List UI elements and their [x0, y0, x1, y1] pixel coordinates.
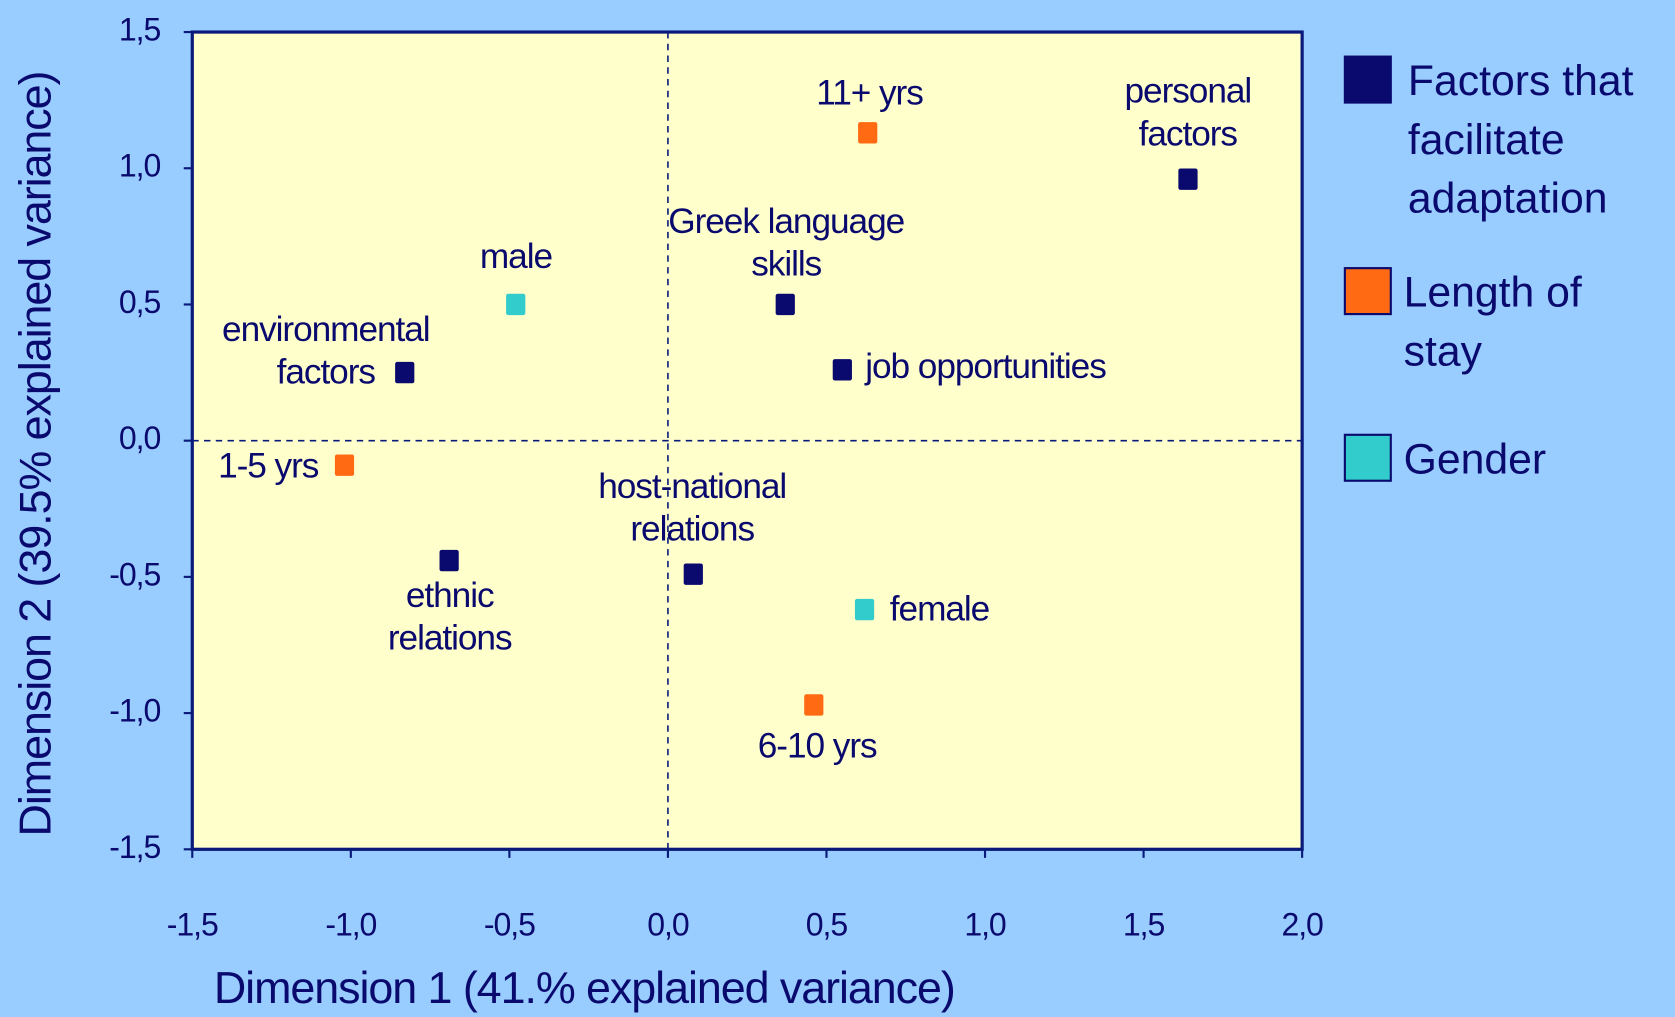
point-label: personal factors [1124, 70, 1252, 153]
point-label: host-national relations [598, 465, 787, 549]
x-axis-title: Dimension 1 (41.% explained variance) [214, 962, 955, 1013]
x-tick-label: -1,0 [325, 907, 376, 943]
marker [395, 361, 415, 384]
y-tick-label: -1,0 [109, 693, 160, 729]
point-label: ethnic relations [387, 574, 513, 658]
plot-border [190, 30, 1304, 851]
x-tick-label: 0,5 [806, 907, 848, 943]
point-label: Greek language skills [668, 200, 905, 284]
marker [506, 293, 526, 316]
x-tick-label: 2,0 [1281, 907, 1323, 943]
x-tick-label: -0,5 [484, 907, 535, 943]
point-label: female [889, 588, 990, 629]
point-label: 11+ yrs [816, 72, 924, 113]
marker [854, 598, 875, 621]
marker [439, 549, 459, 572]
y-axis-title: Dimension 2 (39.5% explained variance) [9, 72, 60, 837]
x-tick-label: 1,5 [1123, 907, 1165, 943]
legend-swatch [1343, 433, 1392, 482]
point-label: job opportunities [865, 346, 1107, 386]
legend-swatch [1343, 267, 1392, 316]
point-label: environmental factors [222, 308, 431, 391]
legend-label: Gender [1403, 435, 1547, 483]
y-tick-label: 0,5 [119, 284, 161, 320]
point-label: 6-10 yrs [757, 725, 878, 765]
y-tick-label: 0,0 [119, 420, 161, 456]
y-tick-label: 1,0 [119, 148, 161, 184]
x-tick-label: -1,5 [167, 907, 218, 943]
y-tick-label: -0,5 [109, 556, 160, 592]
y-tick-label: -1,5 [109, 829, 160, 865]
marker [832, 359, 852, 381]
marker [858, 122, 878, 144]
marker [804, 694, 824, 716]
marker [775, 293, 795, 316]
x-tick-label: 0,0 [647, 907, 689, 943]
point-label: male [479, 236, 553, 276]
marker [334, 454, 355, 476]
point-label: 1-5 yrs [218, 445, 319, 486]
legend-swatch [1343, 55, 1392, 104]
legend-label: Factors that facilitate adaptation [1407, 57, 1634, 223]
marker [683, 563, 703, 585]
legend-label: Length of stay [1403, 269, 1582, 375]
x-tick-label: 1,0 [964, 907, 1006, 943]
y-tick-label: 1,5 [119, 12, 161, 48]
marker [1178, 168, 1198, 190]
